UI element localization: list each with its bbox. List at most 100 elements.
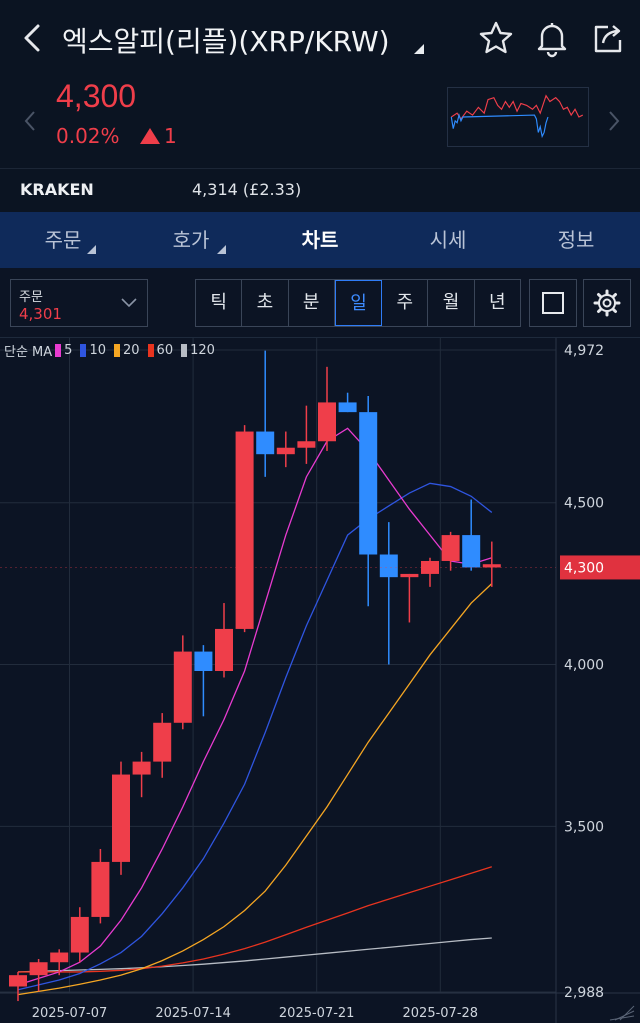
- x-tick-label: 2025-07-07: [32, 1006, 108, 1021]
- tab-label: 정보: [557, 228, 595, 252]
- legend-label-ma10: 10: [89, 343, 106, 358]
- candle-body: [235, 431, 254, 629]
- tab-label: 차트: [301, 228, 339, 252]
- legend-swatch-ma20: [114, 344, 120, 357]
- candle-body: [215, 628, 233, 671]
- candle-body: [441, 535, 460, 561]
- resize-grip-icon: [609, 1015, 635, 1021]
- ma5-line: [17, 427, 492, 986]
- x-tick-label: 2025-07-28: [403, 1006, 479, 1021]
- period-month[interactable]: 월: [428, 280, 475, 326]
- ma60-line: [18, 866, 492, 973]
- prev-arrow-icon[interactable]: [20, 106, 40, 136]
- candle-body: [338, 402, 357, 413]
- order-label: 주문: [19, 290, 43, 305]
- header: 엑스알피(리플)(XRP/KRW): [0, 0, 640, 76]
- period-selector: 틱 초 분 일 주 월 년: [195, 279, 521, 327]
- tab-menu-indicator-icon: [87, 245, 96, 254]
- y-tick-label: 3,500: [564, 819, 604, 835]
- tab-menu-indicator-icon: [217, 245, 226, 254]
- candle-body: [194, 651, 213, 671]
- tab-chart[interactable]: 차트: [278, 212, 362, 268]
- legend-prefix: 단순 MA: [4, 345, 53, 360]
- tab-bar: 주문 호가 차트 시세 정보: [0, 212, 640, 268]
- candle-body: [297, 441, 316, 448]
- candlestick-chart[interactable]: 4,972 4,500 4,000 3,500 2,988 4,300 2025-07-07…: [0, 338, 640, 1023]
- title-dropdown-icon[interactable]: [414, 44, 424, 54]
- y-tick-label: 4,000: [564, 658, 604, 674]
- period-minute[interactable]: 분: [289, 280, 335, 326]
- ma120-line: [17, 937, 492, 973]
- tab-label: 주문: [44, 228, 82, 252]
- legend-label-ma20: 20: [123, 343, 140, 358]
- tab-market-price[interactable]: 시세: [406, 212, 490, 268]
- legend-swatch-ma5: [55, 344, 62, 357]
- period-day[interactable]: 일: [334, 280, 383, 326]
- tab-info[interactable]: 정보: [534, 212, 618, 268]
- candle-body: [132, 761, 151, 775]
- star-icon[interactable]: [476, 18, 516, 58]
- tab-label: 호가: [172, 228, 210, 252]
- fullscreen-button[interactable]: [529, 279, 577, 327]
- ma-legend: 단순 MA 5 10 20 60 120: [4, 341, 220, 360]
- tab-order[interactable]: 주문: [20, 212, 106, 268]
- legend-label-ma60: 60: [156, 343, 174, 358]
- candle-body: [400, 573, 419, 578]
- current-price: 4,300: [56, 78, 137, 114]
- candle-body: [9, 975, 27, 987]
- ma10-line: [17, 482, 493, 991]
- chevron-down-icon: [121, 298, 137, 308]
- square-icon: [542, 292, 564, 314]
- share-icon[interactable]: [588, 18, 628, 58]
- chart-canvas[interactable]: 4,972 4,500 4,000 3,500 2,988 4,300 2025-07-07…: [0, 338, 640, 1023]
- bell-icon[interactable]: [532, 18, 572, 58]
- ma20-line: [17, 583, 493, 996]
- y-tick-label: 4,972: [564, 343, 604, 359]
- current-price-tag: [560, 555, 640, 580]
- candle-body: [153, 722, 172, 762]
- period-tick[interactable]: 틱: [196, 280, 243, 326]
- period-week[interactable]: 주: [382, 280, 429, 326]
- candle-body: [50, 952, 69, 963]
- candle-body: [276, 447, 295, 455]
- order-price-select[interactable]: 주문 4,301: [10, 279, 148, 327]
- tab-orderbook[interactable]: 호가: [146, 212, 236, 268]
- legend-swatch-ma60: [147, 344, 154, 357]
- legend-label-ma120: 120: [190, 343, 215, 358]
- period-year[interactable]: 년: [489, 292, 506, 313]
- candle-body: [256, 431, 275, 455]
- y-tick-label: 2,988: [564, 985, 604, 1001]
- candle-body: [379, 554, 398, 578]
- gear-icon: [593, 289, 621, 317]
- legend-swatch-ma120: [181, 344, 188, 357]
- legend-label-ma5: 5: [64, 343, 73, 358]
- candle-body: [173, 651, 192, 723]
- period-second[interactable]: 초: [242, 280, 289, 326]
- page-title[interactable]: 엑스알피(리플)(XRP/KRW): [62, 25, 390, 58]
- x-tick-label: 2025-07-21: [279, 1006, 355, 1021]
- candle-body: [359, 412, 378, 555]
- candle-body: [112, 774, 130, 862]
- x-tick-label: 2025-07-14: [155, 1006, 231, 1021]
- exchange-price: 4,314 (£2.33): [192, 180, 302, 199]
- candle-body: [70, 916, 89, 953]
- candle-body: [462, 535, 481, 568]
- candle-body: [482, 564, 501, 568]
- chart-toolbar: 주문 4,301 틱 초 분 일 주 월 년: [0, 268, 640, 338]
- exchange-row[interactable]: KRAKEN 4,314 (£2.33): [0, 168, 640, 212]
- change-amount: 1: [164, 124, 177, 148]
- current-price-tag-label: 4,300: [564, 560, 604, 576]
- candle-body: [29, 962, 48, 976]
- legend-swatch-ma10: [80, 344, 87, 357]
- order-value: 4,301: [19, 305, 62, 323]
- price-area: 4,300 0.02% 1: [0, 76, 640, 168]
- tab-label: 시세: [429, 228, 467, 252]
- y-tick-label: 4,500: [564, 496, 604, 512]
- settings-button[interactable]: [583, 279, 631, 327]
- candle-body: [318, 402, 336, 442]
- next-arrow-icon[interactable]: [604, 106, 624, 136]
- back-icon[interactable]: [18, 18, 48, 58]
- exchange-name: KRAKEN: [20, 180, 94, 199]
- up-triangle-icon: [140, 128, 160, 144]
- mini-price-chart[interactable]: [447, 87, 589, 147]
